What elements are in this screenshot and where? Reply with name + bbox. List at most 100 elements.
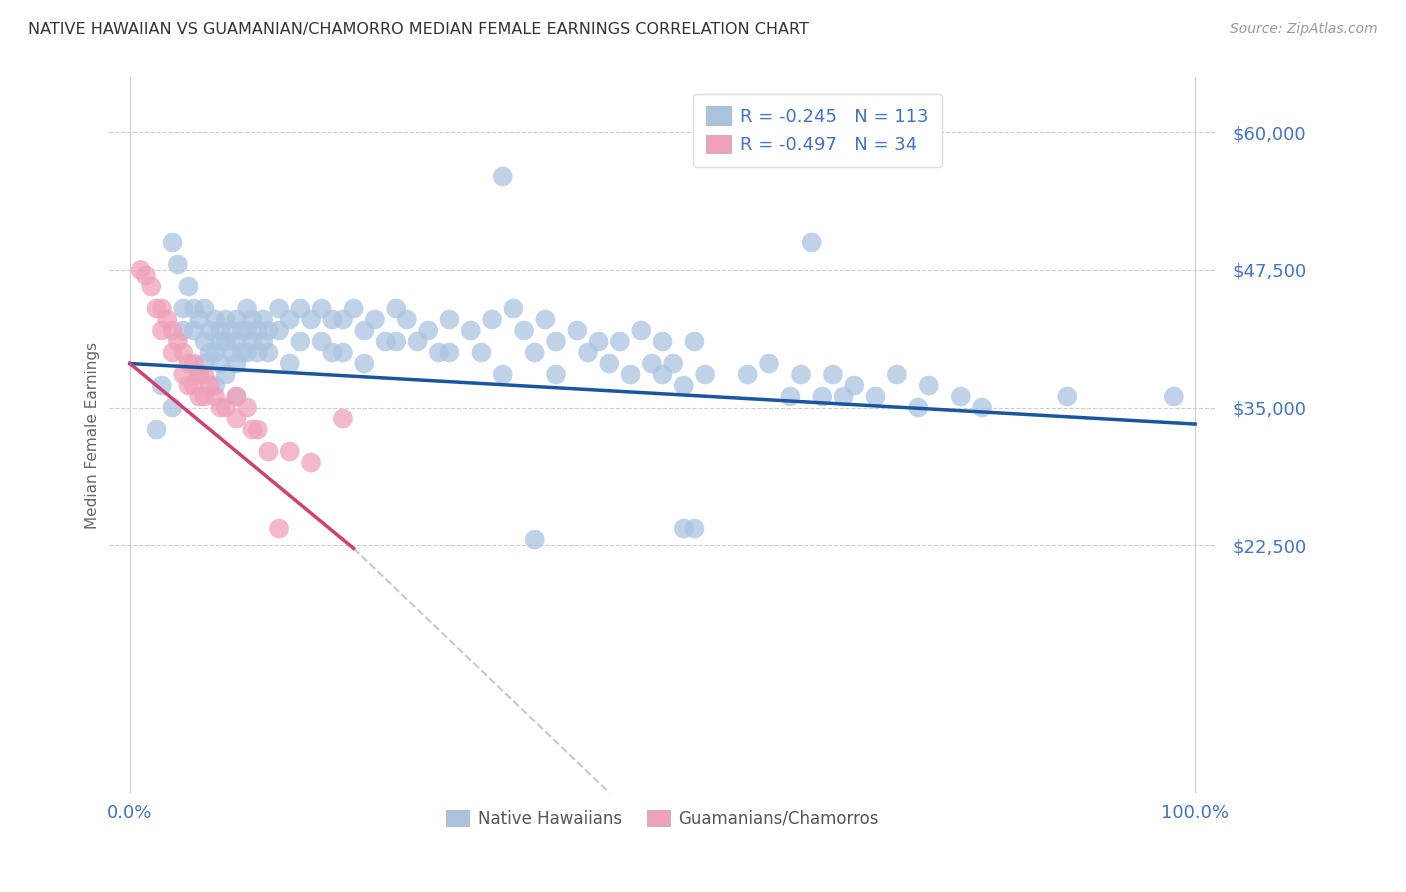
Point — [321, 345, 343, 359]
Point — [150, 378, 173, 392]
Point — [177, 279, 200, 293]
Point — [267, 301, 290, 316]
Point — [252, 334, 274, 349]
Point — [204, 390, 226, 404]
Point — [167, 258, 190, 272]
Point — [662, 357, 685, 371]
Point — [215, 401, 238, 415]
Point — [156, 312, 179, 326]
Point — [683, 334, 706, 349]
Point — [439, 312, 461, 326]
Point — [576, 345, 599, 359]
Point — [246, 423, 269, 437]
Point — [183, 324, 205, 338]
Point — [630, 324, 652, 338]
Point — [198, 378, 221, 392]
Point — [502, 301, 524, 316]
Point — [209, 324, 232, 338]
Text: NATIVE HAWAIIAN VS GUAMANIAN/CHAMORRO MEDIAN FEMALE EARNINGS CORRELATION CHART: NATIVE HAWAIIAN VS GUAMANIAN/CHAMORRO ME… — [28, 22, 808, 37]
Point — [374, 334, 396, 349]
Point — [790, 368, 813, 382]
Point — [150, 324, 173, 338]
Point — [172, 345, 194, 359]
Point — [135, 268, 157, 283]
Point — [758, 357, 780, 371]
Point — [427, 345, 450, 359]
Point — [162, 324, 184, 338]
Point — [242, 423, 264, 437]
Point — [204, 312, 226, 326]
Point — [193, 334, 215, 349]
Point — [907, 401, 929, 415]
Legend: Native Hawaiians, Guamanians/Chamorros: Native Hawaiians, Guamanians/Chamorros — [440, 803, 886, 834]
Point — [865, 390, 887, 404]
Point — [544, 334, 567, 349]
Point — [172, 301, 194, 316]
Point — [215, 368, 238, 382]
Point — [641, 357, 664, 371]
Point — [209, 401, 232, 415]
Point — [588, 334, 610, 349]
Point — [225, 357, 247, 371]
Point — [257, 444, 280, 458]
Point — [523, 345, 546, 359]
Point — [278, 444, 301, 458]
Point — [198, 345, 221, 359]
Point — [225, 390, 247, 404]
Point — [209, 334, 232, 349]
Y-axis label: Median Female Earnings: Median Female Earnings — [86, 342, 100, 529]
Point — [267, 324, 290, 338]
Point — [129, 263, 152, 277]
Point — [683, 522, 706, 536]
Point — [246, 324, 269, 338]
Point — [1163, 390, 1185, 404]
Point — [278, 357, 301, 371]
Point — [918, 378, 941, 392]
Point — [492, 169, 515, 184]
Point — [198, 324, 221, 338]
Point — [231, 345, 253, 359]
Point — [204, 345, 226, 359]
Point — [162, 401, 184, 415]
Point — [534, 312, 557, 326]
Point — [183, 378, 205, 392]
Point — [188, 312, 211, 326]
Point — [242, 312, 264, 326]
Text: Source: ZipAtlas.com: Source: ZipAtlas.com — [1230, 22, 1378, 37]
Point — [619, 368, 641, 382]
Point — [236, 324, 259, 338]
Point — [225, 334, 247, 349]
Point — [299, 456, 322, 470]
Point — [145, 301, 167, 316]
Point — [290, 334, 312, 349]
Point — [188, 368, 211, 382]
Point — [225, 411, 247, 425]
Point — [246, 345, 269, 359]
Point — [844, 378, 866, 392]
Point — [364, 312, 387, 326]
Point — [236, 345, 259, 359]
Point — [395, 312, 418, 326]
Point — [209, 357, 232, 371]
Point — [321, 312, 343, 326]
Point — [332, 345, 354, 359]
Point — [1056, 390, 1078, 404]
Point — [177, 357, 200, 371]
Point — [651, 368, 673, 382]
Point — [523, 533, 546, 547]
Point — [970, 401, 993, 415]
Point — [811, 390, 834, 404]
Point — [886, 368, 908, 382]
Point — [567, 324, 589, 338]
Point — [231, 324, 253, 338]
Point — [183, 301, 205, 316]
Point — [821, 368, 844, 382]
Point — [225, 312, 247, 326]
Point — [353, 324, 375, 338]
Point — [267, 522, 290, 536]
Point — [598, 357, 620, 371]
Point — [470, 345, 492, 359]
Point — [193, 301, 215, 316]
Point — [150, 301, 173, 316]
Point — [311, 301, 333, 316]
